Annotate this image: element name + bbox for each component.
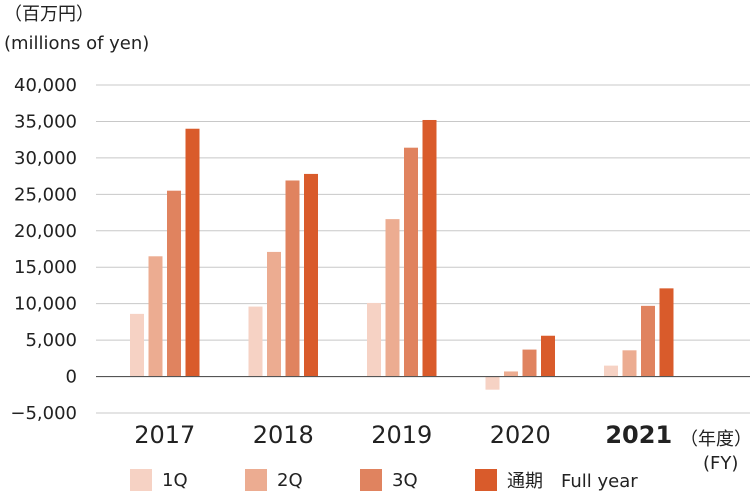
x-tick-label: 2019 — [371, 421, 432, 449]
legend-label-full-year: 通期 Full year — [507, 471, 638, 492]
y-tick-label: 20,000 — [14, 221, 77, 242]
y-tick-label: 5,000 — [25, 330, 77, 351]
bar — [641, 305, 655, 377]
unit-label-english: (millions of yen) — [4, 33, 150, 54]
x-tick-label: 2021 — [605, 421, 672, 449]
bar — [541, 335, 555, 377]
y-tick-label: 10,000 — [14, 294, 77, 315]
x-tick-label: 2017 — [134, 421, 195, 449]
legend-swatch-1q — [130, 469, 152, 491]
legend-label-3q: 3Q — [392, 469, 418, 491]
legend-item-full-year: 通期 Full year — [475, 467, 638, 493]
legend-label-1q: 1Q — [162, 469, 188, 491]
bar — [385, 219, 400, 377]
x-tick-label: 2018 — [253, 421, 314, 449]
legend-swatch-3q — [360, 469, 382, 491]
bar — [622, 350, 637, 377]
y-tick-label: −5,000 — [10, 403, 77, 424]
x-axis-label-japanese: （年度） — [680, 429, 750, 450]
x-tick-label: 2020 — [490, 421, 551, 449]
y-tick-label: 40,000 — [14, 75, 77, 96]
bars — [130, 119, 674, 390]
x-axis-label-english: (FY) — [703, 453, 739, 474]
unit-label-japanese: （百万円） — [4, 4, 94, 25]
bar — [659, 288, 674, 377]
y-tick-label: 30,000 — [14, 148, 77, 169]
y-tick-label: 0 — [66, 367, 77, 388]
bar — [504, 371, 518, 377]
legend-swatch-2q — [245, 469, 267, 491]
y-tick-label: 35,000 — [14, 111, 77, 132]
bar — [185, 128, 200, 377]
x-axis-tick-labels: 2017 2018 2019 2020 2021 — [134, 421, 672, 449]
bar — [248, 306, 263, 377]
bar — [267, 251, 281, 377]
bar — [367, 302, 381, 377]
legend-item-3q: 3Q — [360, 467, 418, 493]
legend-item-1q: 1Q — [130, 467, 188, 493]
bar — [422, 119, 437, 377]
bar — [522, 349, 537, 377]
legend-swatch-full-year — [475, 469, 497, 491]
y-tick-label: 25,000 — [14, 184, 77, 205]
y-tick-label: 15,000 — [14, 257, 77, 278]
bar — [485, 376, 500, 390]
legend-item-2q: 2Q — [245, 467, 303, 493]
bar — [604, 365, 618, 377]
bar — [304, 173, 318, 377]
bar — [404, 147, 418, 377]
bar — [130, 313, 144, 377]
y-axis-tick-labels: −5,000 0 5,000 10,000 15,000 20,000 25,000 30,0… — [10, 75, 77, 424]
bar — [148, 256, 163, 377]
legend-label-2q: 2Q — [277, 469, 303, 491]
bar — [167, 190, 181, 377]
bar — [285, 180, 300, 377]
